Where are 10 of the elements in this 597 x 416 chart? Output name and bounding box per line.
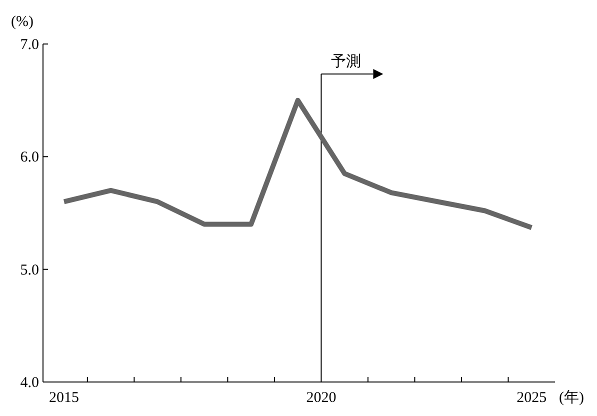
ref-line-label: 予測	[331, 53, 362, 70]
y-tick-label: 5.0	[20, 262, 39, 278]
x-axis-title: (年)	[559, 389, 584, 406]
y-axis-title: (%)	[11, 14, 34, 30]
x-tick-label: 2025	[516, 390, 547, 406]
x-tick-label: 2015	[49, 390, 80, 406]
x-tick-label: 2020	[306, 390, 336, 406]
y-tick-label: 7.0	[20, 37, 39, 53]
y-tick-label: 6.0	[20, 150, 39, 166]
y-tick-label: 4.0	[20, 375, 39, 391]
